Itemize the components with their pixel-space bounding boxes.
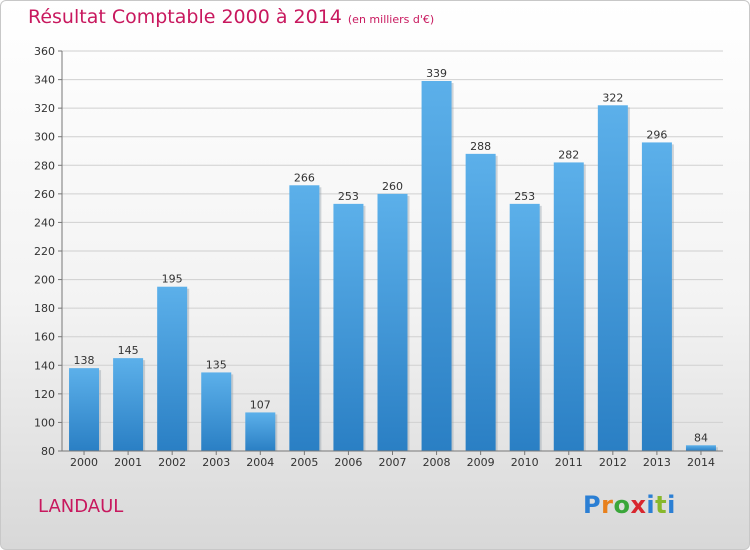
- x-tick-label-2002: 2002: [158, 456, 186, 469]
- x-tick-label-2006: 2006: [334, 456, 362, 469]
- chart-subtitle: (en milliers d'€): [347, 13, 435, 26]
- x-tick-label-2007: 2007: [379, 456, 407, 469]
- data-label-2012: 322: [602, 91, 623, 104]
- x-tick-label-2012: 2012: [599, 456, 627, 469]
- data-label-2007: 260: [382, 180, 403, 193]
- y-tick-label: 280: [34, 159, 55, 172]
- x-tick-label-2009: 2009: [467, 456, 495, 469]
- bar-2012: [597, 105, 628, 452]
- bars: 138 145 195 135 107 266 253 260 339 288 253 282 322 2…: [69, 67, 718, 452]
- data-label-2006: 253: [338, 190, 359, 203]
- data-label-2011: 282: [558, 148, 579, 161]
- bar-2011: [553, 162, 584, 451]
- y-tick-label: 120: [34, 388, 55, 401]
- data-label-2000: 138: [74, 354, 95, 367]
- y-tick-label: 180: [34, 302, 55, 315]
- x-tick-label-2008: 2008: [423, 456, 451, 469]
- bar-2014: [685, 445, 716, 451]
- bar-2001: [113, 358, 144, 451]
- x-tick-label-2013: 2013: [643, 456, 671, 469]
- y-tick-label: 240: [34, 216, 55, 229]
- x-tick-label-2005: 2005: [290, 456, 318, 469]
- bar-2003: [201, 372, 232, 451]
- data-label-2013: 296: [646, 128, 667, 141]
- x-tick-label-2004: 2004: [246, 456, 274, 469]
- data-label-2003: 135: [206, 358, 227, 371]
- data-label-2009: 288: [470, 140, 491, 153]
- bar-2004: [245, 412, 276, 451]
- y-tick-label: 260: [34, 188, 55, 201]
- data-label-2001: 145: [118, 344, 139, 357]
- bar-2009: [465, 153, 496, 451]
- x-tick-label-2014: 2014: [687, 456, 715, 469]
- x-tick-label-2001: 2001: [114, 456, 142, 469]
- y-tick-label: 220: [34, 245, 55, 258]
- bar-2013: [641, 142, 672, 451]
- data-label-2005: 266: [294, 171, 315, 184]
- y-tick-label: 140: [34, 359, 55, 372]
- axes: 80 100 120 140 160 180 200 220 240 260 280 300 320 34…: [34, 45, 723, 469]
- y-tick-label: 360: [34, 45, 55, 58]
- y-tick-label: 160: [34, 331, 55, 344]
- chart-title: Résultat Comptable 2000 à 2014 (en millie…: [28, 6, 435, 28]
- data-label-2014: 84: [694, 431, 708, 444]
- data-label-2010: 253: [514, 190, 535, 203]
- bar-2005: [289, 185, 320, 452]
- x-tick-label-2003: 2003: [202, 456, 230, 469]
- bar-2002: [157, 286, 188, 451]
- x-tick-label-2010: 2010: [511, 456, 539, 469]
- y-tick-label: 320: [34, 102, 55, 115]
- y-tick-label: 340: [34, 74, 55, 87]
- y-tick-label: 100: [34, 416, 55, 429]
- bar-2010: [509, 203, 540, 451]
- y-tick-label: 80: [41, 445, 55, 458]
- data-label-2008: 339: [426, 67, 447, 80]
- data-label-2004: 107: [250, 398, 271, 411]
- bar-2007: [377, 193, 408, 451]
- y-tick-label: 300: [34, 131, 55, 144]
- x-tick-label-2000: 2000: [70, 456, 98, 469]
- bar-2000: [69, 368, 100, 451]
- bar-2006: [333, 203, 364, 451]
- proxiti-logo: Proxiti: [583, 491, 676, 519]
- data-label-2002: 195: [162, 273, 183, 286]
- commune-name: LANDAUL: [38, 496, 124, 517]
- bar-2008: [421, 81, 452, 451]
- y-tick-label: 200: [34, 274, 55, 287]
- x-tick-label-2011: 2011: [555, 456, 583, 469]
